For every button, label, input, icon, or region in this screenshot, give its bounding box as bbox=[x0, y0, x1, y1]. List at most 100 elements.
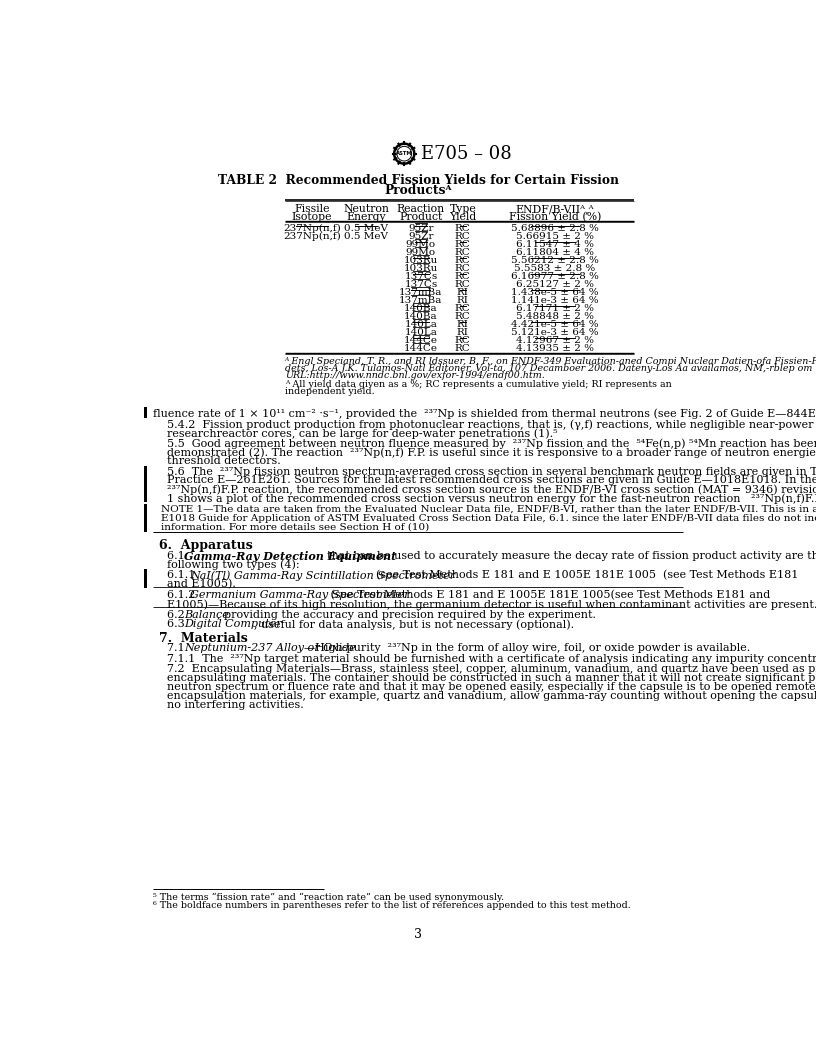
Text: 137Cs: 137Cs bbox=[404, 280, 437, 288]
Bar bbox=[144, 466, 147, 502]
Text: 140Ba: 140Ba bbox=[404, 304, 437, 313]
Bar bbox=[144, 408, 147, 418]
Text: RI: RI bbox=[457, 288, 468, 297]
Bar bbox=[144, 569, 147, 588]
Text: 0.5 MeV: 0.5 MeV bbox=[344, 231, 388, 241]
Text: RC: RC bbox=[455, 240, 471, 249]
Text: Productsᴬ: Productsᴬ bbox=[384, 184, 452, 196]
Text: NaI(Tl) Gamma-Ray Scintillation Spectrometer: NaI(Tl) Gamma-Ray Scintillation Spectrom… bbox=[190, 570, 455, 581]
Text: (see Test Methods E 181 and E 1005E 181E 1005(see Test Methods E181 and: (see Test Methods E 181 and E 1005E 181E… bbox=[326, 590, 770, 601]
Text: 6.  Apparatus: 6. Apparatus bbox=[159, 540, 253, 552]
Text: 137mBa: 137mBa bbox=[399, 296, 442, 305]
Text: RC: RC bbox=[455, 336, 471, 345]
Text: Germanium Gamma-Ray Spectrometer: Germanium Gamma-Ray Spectrometer bbox=[190, 590, 410, 600]
Text: 140La: 140La bbox=[405, 327, 437, 337]
Text: 7.  Materials: 7. Materials bbox=[159, 631, 248, 645]
Text: Gamma-Ray Detection Equipment: Gamma-Ray Detection Equipment bbox=[184, 551, 397, 562]
Text: RC: RC bbox=[455, 271, 471, 281]
Text: ⁵ The terms “fission rate” and “reaction rate” can be used synonymously.: ⁵ The terms “fission rate” and “reaction… bbox=[153, 893, 504, 902]
Text: Isotope: Isotope bbox=[292, 212, 332, 222]
Text: ²³⁷Np(n,f)F.P. reaction, the recommended cross section source is the ENDF/B-VI c: ²³⁷Np(n,f)F.P. reaction, the recommended… bbox=[167, 485, 816, 495]
Text: 6.11804 ± 4 %: 6.11804 ± 4 % bbox=[516, 248, 594, 257]
Text: information. For more details see Section H of (10): information. For more details see Sectio… bbox=[161, 523, 429, 532]
Text: NOTE 1—The data are taken from the Evaluated Nuclear Data file, ENDF/B-VI, rathe: NOTE 1—The data are taken from the Evalu… bbox=[161, 505, 816, 514]
Text: 1.438e-5 ± 64 %: 1.438e-5 ± 64 % bbox=[511, 288, 599, 297]
Text: 5.66915 ± 2 %: 5.66915 ± 2 % bbox=[516, 231, 594, 241]
Text: 140Ba: 140Ba bbox=[404, 312, 437, 321]
Text: Type: Type bbox=[450, 205, 477, 214]
Text: RC: RC bbox=[455, 304, 471, 313]
Text: ENDF/B-VIIᴬ,ᴬ: ENDF/B-VIIᴬ,ᴬ bbox=[516, 205, 594, 214]
Text: 6.1.1: 6.1.1 bbox=[167, 570, 202, 580]
Text: 5.56212 ± 2.8 %: 5.56212 ± 2.8 % bbox=[511, 256, 599, 265]
Text: 6.3: 6.3 bbox=[167, 619, 192, 629]
Text: 237Np(n,f): 237Np(n,f) bbox=[283, 231, 341, 241]
Text: researchreactor cores, can be large for deep-water penetrations (1).⁵: researchreactor cores, can be large for … bbox=[167, 428, 557, 438]
Text: Reaction: Reaction bbox=[397, 205, 445, 214]
Text: 5.121e-3 ± 64 %: 5.121e-3 ± 64 % bbox=[511, 327, 599, 337]
Text: , useful for data analysis, but is not necessary (optional).: , useful for data analysis, but is not n… bbox=[254, 619, 574, 629]
Text: 3: 3 bbox=[415, 927, 422, 941]
Text: E1018 Guide for Application of ASTM Evaluated Cross Section Data File, 6.1. sinc: E1018 Guide for Application of ASTM Eval… bbox=[161, 514, 816, 523]
Text: 144Ce: 144Ce bbox=[404, 336, 438, 345]
Text: no interfering activities.: no interfering activities. bbox=[167, 699, 304, 710]
Text: Product: Product bbox=[399, 212, 442, 222]
Text: URL:http://www.nndc.bnl.gov/exfor-1994/endf00.htm.: URL:http://www.nndc.bnl.gov/exfor-1994/e… bbox=[285, 371, 544, 380]
Text: E1005)—Because of its high resolution, the germanium detector is useful when con: E1005)—Because of its high resolution, t… bbox=[167, 599, 816, 609]
Text: 99Mo: 99Mo bbox=[406, 240, 436, 249]
Text: dets, Los-A J.K. Tulamos-Natl Editoner, Vol-ta. 107 Decamboer 2006. Dateny-Los A: dets, Los-A J.K. Tulamos-Natl Editoner, … bbox=[285, 364, 816, 373]
Text: RC: RC bbox=[455, 231, 471, 241]
Text: 4.421e-5 ± 64 %: 4.421e-5 ± 64 % bbox=[511, 320, 599, 328]
Text: and E1005).: and E1005). bbox=[167, 579, 236, 589]
Text: 95Zr: 95Zr bbox=[408, 231, 433, 241]
Text: 5.5  Good agreement between neutron fluence measured by  ²³⁷Np fission and the  : 5.5 Good agreement between neutron fluen… bbox=[167, 438, 816, 449]
Text: Practice E—261E261. Sources for the latest recommended cross sections are given : Practice E—261E261. Sources for the late… bbox=[167, 475, 816, 486]
Text: 5.5583 ± 2.8 %: 5.5583 ± 2.8 % bbox=[514, 264, 596, 272]
Text: 144Ce: 144Ce bbox=[404, 344, 438, 353]
Text: threshold detectors.: threshold detectors. bbox=[167, 456, 281, 466]
Text: Digital Computer: Digital Computer bbox=[184, 619, 282, 629]
Text: 6.16977 ± 2.8 %: 6.16977 ± 2.8 % bbox=[511, 271, 599, 281]
Text: Neutron: Neutron bbox=[343, 205, 389, 214]
Text: E705 – 08: E705 – 08 bbox=[421, 145, 512, 163]
Bar bbox=[144, 505, 147, 532]
Text: 6.1.2: 6.1.2 bbox=[167, 590, 202, 600]
Text: RC: RC bbox=[455, 248, 471, 257]
Text: 95Zr: 95Zr bbox=[408, 224, 433, 232]
Text: 137Cs: 137Cs bbox=[404, 271, 437, 281]
Text: 7.2  Encapsulating Materials—Brass, stainless steel, copper, aluminum, vanadium,: 7.2 Encapsulating Materials—Brass, stain… bbox=[167, 664, 816, 674]
Text: 140La: 140La bbox=[405, 320, 437, 328]
Text: independent yield.: independent yield. bbox=[285, 388, 375, 396]
Text: 6.1: 6.1 bbox=[167, 551, 192, 561]
Text: 0.5 MeV: 0.5 MeV bbox=[344, 224, 388, 232]
Text: Fission Yield (%): Fission Yield (%) bbox=[509, 212, 601, 223]
Text: ASTM: ASTM bbox=[396, 151, 413, 156]
Text: ᴬ Engl Speciand, T. R., and RI ldssuer, B. F., on ENDF-349 Evaluation-aned Compi: ᴬ Engl Speciand, T. R., and RI ldssuer, … bbox=[285, 357, 816, 366]
Text: RI: RI bbox=[457, 296, 468, 305]
Text: 103Ru: 103Ru bbox=[404, 264, 438, 272]
Text: 7.1: 7.1 bbox=[167, 643, 192, 654]
Text: 5.68896 ± 2.8 %: 5.68896 ± 2.8 % bbox=[511, 224, 599, 232]
Text: RC: RC bbox=[455, 280, 471, 288]
Text: fluence rate of 1 × 10¹¹ cm⁻² ·s⁻¹, provided the  ²³⁷Np is shielded from thermal: fluence rate of 1 × 10¹¹ cm⁻² ·s⁻¹, prov… bbox=[153, 408, 816, 418]
Text: following two types (4):: following two types (4): bbox=[167, 560, 299, 570]
Text: Fissile: Fissile bbox=[295, 205, 330, 214]
Text: 6.17171 ± 2 %: 6.17171 ± 2 % bbox=[516, 304, 594, 313]
Text: 4.13935 ± 2 %: 4.13935 ± 2 % bbox=[516, 344, 594, 353]
Text: Yield: Yield bbox=[449, 212, 477, 222]
Text: 1 shows a plot of the recommended cross section versus neutron energy for the fa: 1 shows a plot of the recommended cross … bbox=[167, 493, 816, 504]
Text: encapsulating materials. The container should be constructed in such a manner th: encapsulating materials. The container s… bbox=[167, 673, 816, 683]
Text: RI: RI bbox=[457, 327, 468, 337]
Text: 5.6  The  ²³⁷Np fission neutron spectrum-averaged cross section in several bench: 5.6 The ²³⁷Np fission neutron spectrum-a… bbox=[167, 467, 816, 476]
Text: 5.48848 ± 2 %: 5.48848 ± 2 % bbox=[516, 312, 594, 321]
Text: 99Mo: 99Mo bbox=[406, 248, 436, 257]
Text: Energy: Energy bbox=[346, 212, 386, 222]
Text: RC: RC bbox=[455, 256, 471, 265]
Text: , providing the accuracy and precision required by the experiment.: , providing the accuracy and precision r… bbox=[217, 610, 596, 620]
Text: —High-purity  ²³⁷Np in the form of alloy wire, foil, or oxide powder is availabl: —High-purity ²³⁷Np in the form of alloy … bbox=[304, 643, 750, 654]
Text: 237Np(n,f): 237Np(n,f) bbox=[283, 224, 341, 233]
Text: 7.1.1  The  ²³⁷Np target material should be furnished with a certificate of anal: 7.1.1 The ²³⁷Np target material should b… bbox=[167, 654, 816, 664]
Text: ᴬ All yield data given as a %; RC represents a cumulative yield; RI represents a: ᴬ All yield data given as a %; RC repres… bbox=[285, 380, 672, 390]
Text: (see Test Methods E 181 and E 1005E 181E 1005  (see Test Methods E181: (see Test Methods E 181 and E 1005E 181E… bbox=[376, 570, 799, 581]
Text: 137mBa: 137mBa bbox=[399, 288, 442, 297]
